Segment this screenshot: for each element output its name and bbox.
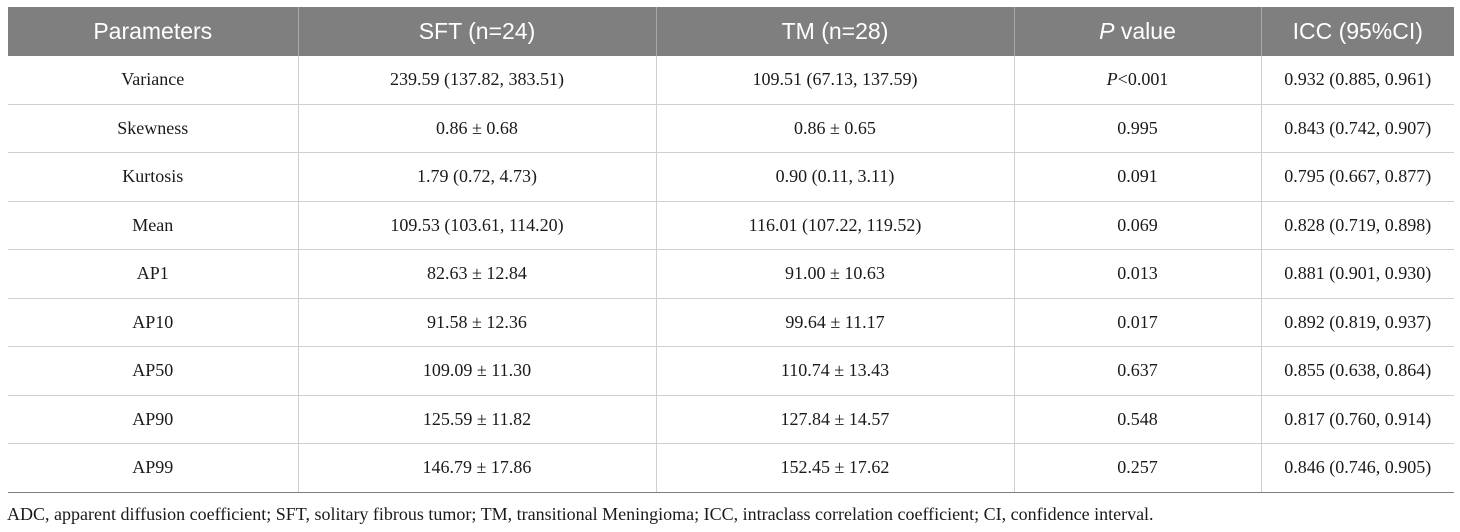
header-p-value: P value (1013, 7, 1261, 56)
cell-p-value: 0.548 (1013, 395, 1261, 444)
table-row: AP10 91.58 ± 12.36 99.64 ± 11.17 0.017 0… (8, 298, 1454, 347)
cell-p-value: 0.257 (1013, 443, 1261, 493)
statistics-table: Parameters SFT (n=24) TM (n=28) P value … (8, 7, 1454, 493)
cell-p-value: 0.637 (1013, 346, 1261, 396)
cell-icc: 0.855 (0.638, 0.864) (1260, 346, 1454, 396)
cell-p-value: 0.995 (1013, 104, 1261, 153)
cell-sft: 125.59 ± 11.82 (297, 395, 656, 444)
cell-icc: 0.843 (0.742, 0.907) (1260, 104, 1454, 153)
cell-parameter: AP1 (8, 249, 298, 299)
table-row: Kurtosis 1.79 (0.72, 4.73) 0.90 (0.11, 3… (8, 152, 1454, 202)
cell-sft: 1.79 (0.72, 4.73) (297, 152, 656, 202)
cell-sft: 146.79 ± 17.86 (297, 443, 656, 493)
table-header-row: Parameters SFT (n=24) TM (n=28) P value … (8, 7, 1454, 56)
cell-sft: 91.58 ± 12.36 (297, 298, 656, 347)
cell-sft: 0.86 ± 0.68 (297, 104, 656, 153)
cell-sft: 109.09 ± 11.30 (297, 346, 656, 396)
cell-icc: 0.828 (0.719, 0.898) (1260, 201, 1454, 250)
cell-sft: 109.53 (103.61, 114.20) (297, 201, 656, 250)
cell-parameter: AP90 (8, 395, 298, 444)
cell-tm: 109.51 (67.13, 137.59) (655, 56, 1014, 105)
cell-parameter: Mean (8, 201, 298, 250)
cell-parameter: Kurtosis (8, 152, 298, 202)
cell-parameter: AP10 (8, 298, 298, 347)
table-footnote: ADC, apparent diffusion coefficient; SFT… (7, 504, 1154, 524)
cell-tm: 127.84 ± 14.57 (655, 395, 1014, 444)
cell-p-value: 0.017 (1013, 298, 1261, 347)
cell-icc: 0.932 (0.885, 0.961) (1260, 56, 1454, 105)
cell-tm: 152.45 ± 17.62 (655, 443, 1014, 493)
table-row: AP99 146.79 ± 17.86 152.45 ± 17.62 0.257… (8, 443, 1454, 493)
cell-parameter: AP50 (8, 346, 298, 396)
cell-sft: 82.63 ± 12.84 (297, 249, 656, 299)
table-row: Mean 109.53 (103.61, 114.20) 116.01 (107… (8, 201, 1454, 250)
cell-p-value: 0.091 (1013, 152, 1261, 202)
cell-p-value: P<0.001 (1013, 56, 1261, 105)
table-row: AP90 125.59 ± 11.82 127.84 ± 14.57 0.548… (8, 395, 1454, 444)
header-sft: SFT (n=24) (297, 7, 656, 56)
cell-tm: 0.86 ± 0.65 (655, 104, 1014, 153)
header-icc: ICC (95%CI) (1260, 7, 1454, 56)
cell-tm: 91.00 ± 10.63 (655, 249, 1014, 299)
cell-tm: 116.01 (107.22, 119.52) (655, 201, 1014, 250)
header-parameters: Parameters (8, 7, 298, 56)
cell-p-value: 0.013 (1013, 249, 1261, 299)
table-row: Skewness 0.86 ± 0.68 0.86 ± 0.65 0.995 0… (8, 104, 1454, 153)
header-tm: TM (n=28) (655, 7, 1014, 56)
table-row: AP1 82.63 ± 12.84 91.00 ± 10.63 0.013 0.… (8, 249, 1454, 299)
cell-icc: 0.846 (0.746, 0.905) (1260, 443, 1454, 493)
cell-icc: 0.817 (0.760, 0.914) (1260, 395, 1454, 444)
cell-icc: 0.881 (0.901, 0.930) (1260, 249, 1454, 299)
cell-parameter: AP99 (8, 443, 298, 493)
table-row: AP50 109.09 ± 11.30 110.74 ± 13.43 0.637… (8, 346, 1454, 396)
table-row: Variance 239.59 (137.82, 383.51) 109.51 … (8, 56, 1454, 105)
cell-parameter: Variance (8, 56, 298, 105)
cell-icc: 0.892 (0.819, 0.937) (1260, 298, 1454, 347)
cell-p-value: 0.069 (1013, 201, 1261, 250)
cell-tm: 0.90 (0.11, 3.11) (655, 152, 1014, 202)
cell-sft: 239.59 (137.82, 383.51) (297, 56, 656, 105)
cell-tm: 99.64 ± 11.17 (655, 298, 1014, 347)
cell-tm: 110.74 ± 13.43 (655, 346, 1014, 396)
cell-icc: 0.795 (0.667, 0.877) (1260, 152, 1454, 202)
cell-parameter: Skewness (8, 104, 298, 153)
